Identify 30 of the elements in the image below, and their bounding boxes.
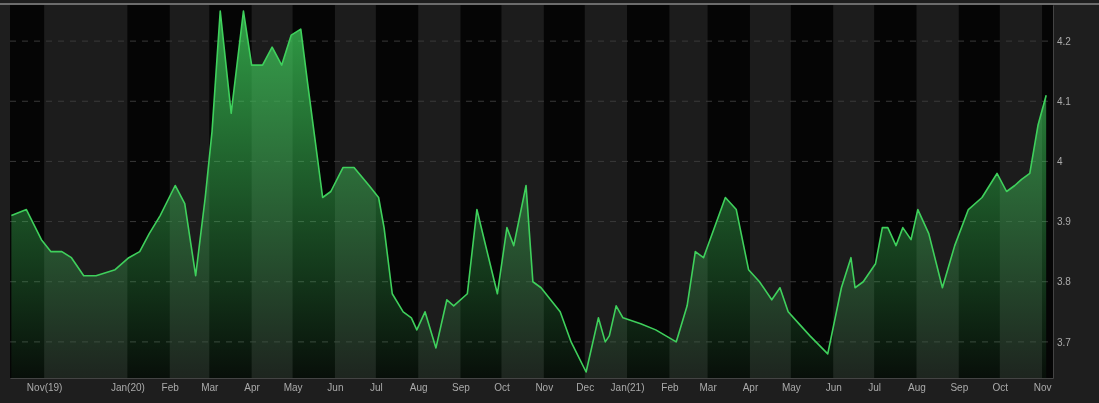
y-tick-label: 3.7 [1057,336,1072,348]
x-tick-label: Oct [494,382,510,394]
x-tick-label: May [283,382,303,394]
y-tick-label: 3.9 [1057,216,1072,228]
x-tick-label: Aug [409,382,428,394]
y-tick-label: 4.2 [1057,35,1072,47]
x-tick-label: Apr [742,382,759,394]
x-tick-label: Jan(20) [110,382,145,394]
x-tick-label: Mar [201,382,220,394]
x-tick-label: Nov [535,382,554,394]
x-tick-label: Oct [992,382,1009,394]
x-tick-label: Jun [327,382,344,394]
x-tick-label: Jul [868,382,882,394]
y-tick-label: 4 [1057,156,1063,168]
x-tick-label: Aug [908,382,926,394]
x-tick-label: May [781,382,801,394]
x-tick-label: Nov [1033,382,1052,394]
x-tick-label: Jan(21) [610,382,645,394]
x-tick-label: Dec [576,382,595,394]
x-tick-label: Apr [244,382,261,394]
x-tick-label: Nov(19) [26,382,63,394]
x-tick-label: Feb [161,382,180,394]
y-tick-label: 4.1 [1057,95,1072,107]
x-tick-label: Jul [369,382,383,394]
x-tick-label: Mar [699,382,718,394]
x-tick-label: Sep [452,382,471,394]
x-tick-label: Feb [661,382,679,394]
y-tick-label: 3.8 [1057,276,1072,288]
x-tick-label: Sep [950,382,969,394]
x-tick-label: Jun [825,382,842,394]
